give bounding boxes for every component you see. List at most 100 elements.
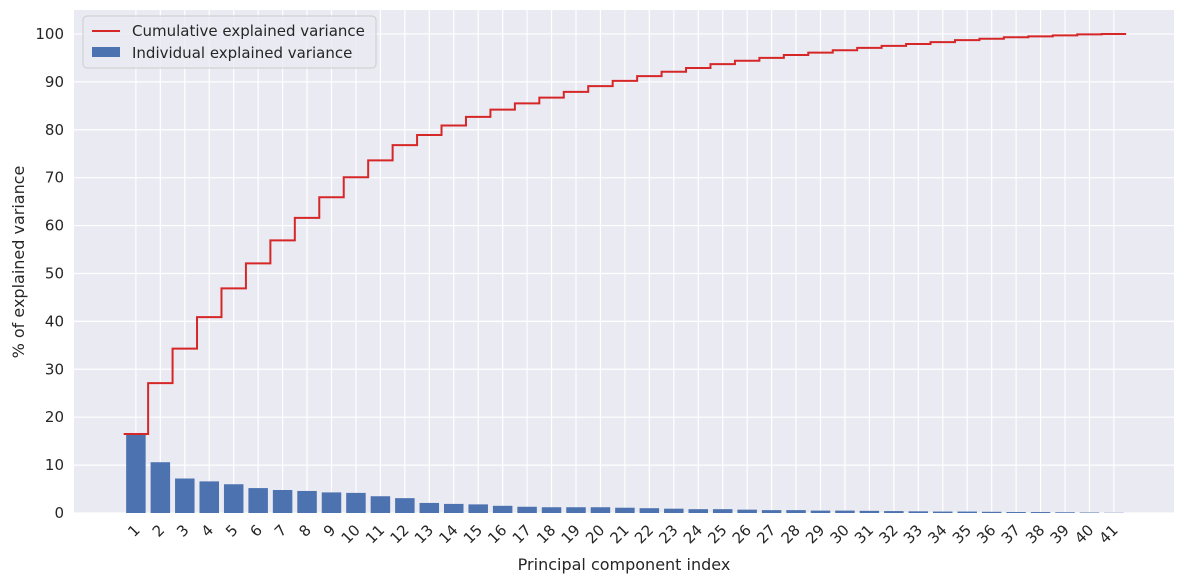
bar xyxy=(615,507,635,513)
y-tick-label: 30 xyxy=(45,360,64,378)
bar xyxy=(884,511,904,513)
x-tick-label: 6 xyxy=(246,521,265,540)
x-tick-label: 7 xyxy=(271,521,290,540)
x-tick-label: 21 xyxy=(606,521,632,547)
bar xyxy=(908,511,929,513)
bar xyxy=(590,507,611,513)
x-tick-label: 24 xyxy=(680,521,706,547)
y-axis-label: % of explained variance xyxy=(9,166,28,359)
y-tick-label: 50 xyxy=(45,264,64,282)
x-tick-label: 25 xyxy=(704,521,730,547)
y-tick-label: 0 xyxy=(54,504,64,522)
bar xyxy=(199,481,219,513)
x-tick-label: 14 xyxy=(435,521,461,547)
x-tick-label: 10 xyxy=(338,521,364,547)
x-tick-label: 2 xyxy=(149,521,168,540)
x-tick-label: 11 xyxy=(362,521,388,547)
x-tick-label: 12 xyxy=(386,521,412,547)
bar xyxy=(835,510,855,513)
bar xyxy=(957,511,977,513)
y-tick-label: 40 xyxy=(45,312,64,330)
bar xyxy=(272,490,293,513)
legend-bar-swatch xyxy=(92,47,120,57)
y-axis-ticks: 0 10 20 30 40 50 60 70 80 90 100 xyxy=(35,25,64,522)
bar xyxy=(395,498,415,513)
bar xyxy=(175,478,195,513)
bar xyxy=(223,484,244,513)
bar xyxy=(346,492,366,513)
bars-individual-variance xyxy=(126,433,1124,513)
x-tick-label: 40 xyxy=(1071,521,1097,547)
x-tick-label: 3 xyxy=(173,521,192,540)
bar xyxy=(126,433,146,513)
x-tick-label: 17 xyxy=(509,521,535,547)
x-tick-label: 37 xyxy=(998,521,1024,547)
x-tick-label: 28 xyxy=(778,521,804,547)
bar xyxy=(712,509,733,513)
bar xyxy=(1030,512,1051,513)
bar xyxy=(370,496,391,513)
bar xyxy=(566,507,586,513)
bar xyxy=(664,508,684,513)
bar xyxy=(419,502,440,513)
x-tick-label: 20 xyxy=(582,521,608,547)
bar xyxy=(248,488,268,513)
legend: Cumulative explained variance Individual… xyxy=(82,15,377,69)
legend-label-individual: Individual explained variance xyxy=(132,44,352,62)
legend-box xyxy=(82,15,377,69)
x-tick-label: 29 xyxy=(802,521,828,547)
y-tick-label: 80 xyxy=(45,121,64,139)
bar xyxy=(517,506,537,513)
y-tick-label: 90 xyxy=(45,73,64,91)
bar xyxy=(444,503,464,513)
x-tick-label: 5 xyxy=(222,521,241,540)
x-tick-label: 16 xyxy=(484,521,510,547)
y-tick-label: 70 xyxy=(45,169,64,187)
x-tick-label: 33 xyxy=(900,521,926,547)
y-tick-label: 100 xyxy=(35,25,64,43)
bar xyxy=(981,511,1002,513)
x-tick-label: 31 xyxy=(851,521,877,547)
bar xyxy=(321,492,342,513)
x-tick-label: 15 xyxy=(460,521,486,547)
x-tick-label: 36 xyxy=(973,521,999,547)
bar xyxy=(761,510,782,513)
x-tick-label: 27 xyxy=(753,521,779,547)
bar xyxy=(786,510,806,513)
x-tick-label: 32 xyxy=(875,521,901,547)
bar xyxy=(688,509,708,513)
cumulative-variance-step-line xyxy=(123,32,1127,435)
bar xyxy=(639,508,660,513)
x-tick-label: 30 xyxy=(827,521,853,547)
bar xyxy=(859,510,880,513)
legend-label-cumulative: Cumulative explained variance xyxy=(132,22,365,40)
x-tick-label: 9 xyxy=(320,521,339,540)
bar xyxy=(1055,512,1075,513)
x-tick-label: 38 xyxy=(1022,521,1048,547)
bar xyxy=(468,504,488,513)
x-tick-label: 13 xyxy=(411,521,437,547)
x-axis-label: Principal component index xyxy=(518,555,731,574)
x-tick-label: 23 xyxy=(655,521,681,547)
x-tick-label: 35 xyxy=(949,521,975,547)
x-tick-label: 41 xyxy=(1095,521,1121,547)
y-tick-label: 60 xyxy=(45,217,64,235)
x-tick-label: 18 xyxy=(533,521,559,547)
y-tick-label: 10 xyxy=(45,456,64,474)
x-tick-label: 26 xyxy=(729,521,755,547)
bar xyxy=(1006,512,1026,513)
y-tick-label: 20 xyxy=(45,408,64,426)
bar xyxy=(297,490,317,513)
x-tick-label: 22 xyxy=(631,521,657,547)
x-tick-label: 19 xyxy=(558,521,584,547)
plot-area xyxy=(74,10,1174,513)
x-tick-label: 39 xyxy=(1047,521,1073,547)
x-tick-label: 1 xyxy=(124,521,143,540)
x-tick-label: 8 xyxy=(295,521,314,540)
bar xyxy=(541,507,562,513)
x-tick-label: 34 xyxy=(924,521,950,547)
bar xyxy=(150,462,171,513)
bar xyxy=(492,505,513,513)
bar xyxy=(737,509,757,513)
